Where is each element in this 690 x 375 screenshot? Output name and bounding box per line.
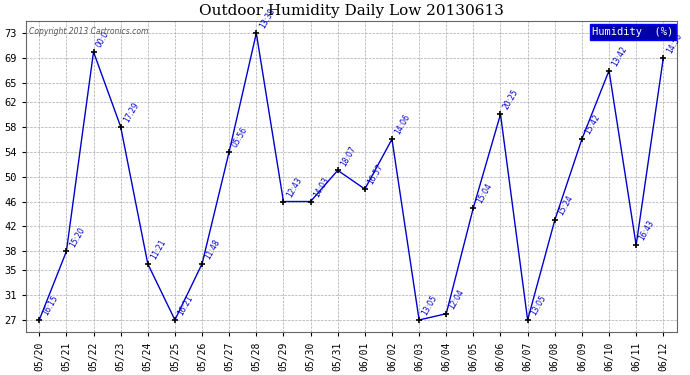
Text: 12:43: 12:43: [285, 176, 304, 199]
Text: 15:04: 15:04: [475, 182, 493, 205]
Text: 16:57: 16:57: [366, 163, 385, 186]
Text: 16:21: 16:21: [177, 294, 195, 317]
Text: 13:42: 13:42: [611, 45, 629, 68]
Text: 16:43: 16:43: [638, 219, 656, 242]
Text: 14:03: 14:03: [312, 175, 331, 199]
Text: Copyright 2013 Cartronics.com: Copyright 2013 Cartronics.com: [29, 27, 148, 36]
Text: 20:25: 20:25: [502, 88, 520, 111]
Title: Outdoor Humidity Daily Low 20130613: Outdoor Humidity Daily Low 20130613: [199, 4, 504, 18]
Text: 15:24: 15:24: [556, 194, 575, 217]
Text: 15:42: 15:42: [583, 113, 602, 136]
Text: 00:0: 00:0: [95, 30, 111, 49]
Text: 11:48: 11:48: [204, 238, 222, 261]
Text: 15:20: 15:20: [68, 225, 86, 249]
Text: 13:05: 13:05: [420, 294, 440, 317]
Text: 18:07: 18:07: [339, 144, 358, 168]
Text: 16:15: 16:15: [41, 294, 59, 317]
Text: 12:04: 12:04: [448, 288, 466, 311]
Text: 11:21: 11:21: [149, 238, 168, 261]
Text: 05:56: 05:56: [230, 125, 249, 149]
Text: 13:38: 13:38: [257, 7, 277, 30]
Text: 14:06: 14:06: [393, 113, 412, 136]
Text: Humidity  (%): Humidity (%): [592, 27, 673, 37]
Text: 13:05: 13:05: [529, 294, 548, 317]
Text: 14:56: 14:56: [664, 32, 683, 56]
Text: 17:29: 17:29: [122, 100, 141, 124]
